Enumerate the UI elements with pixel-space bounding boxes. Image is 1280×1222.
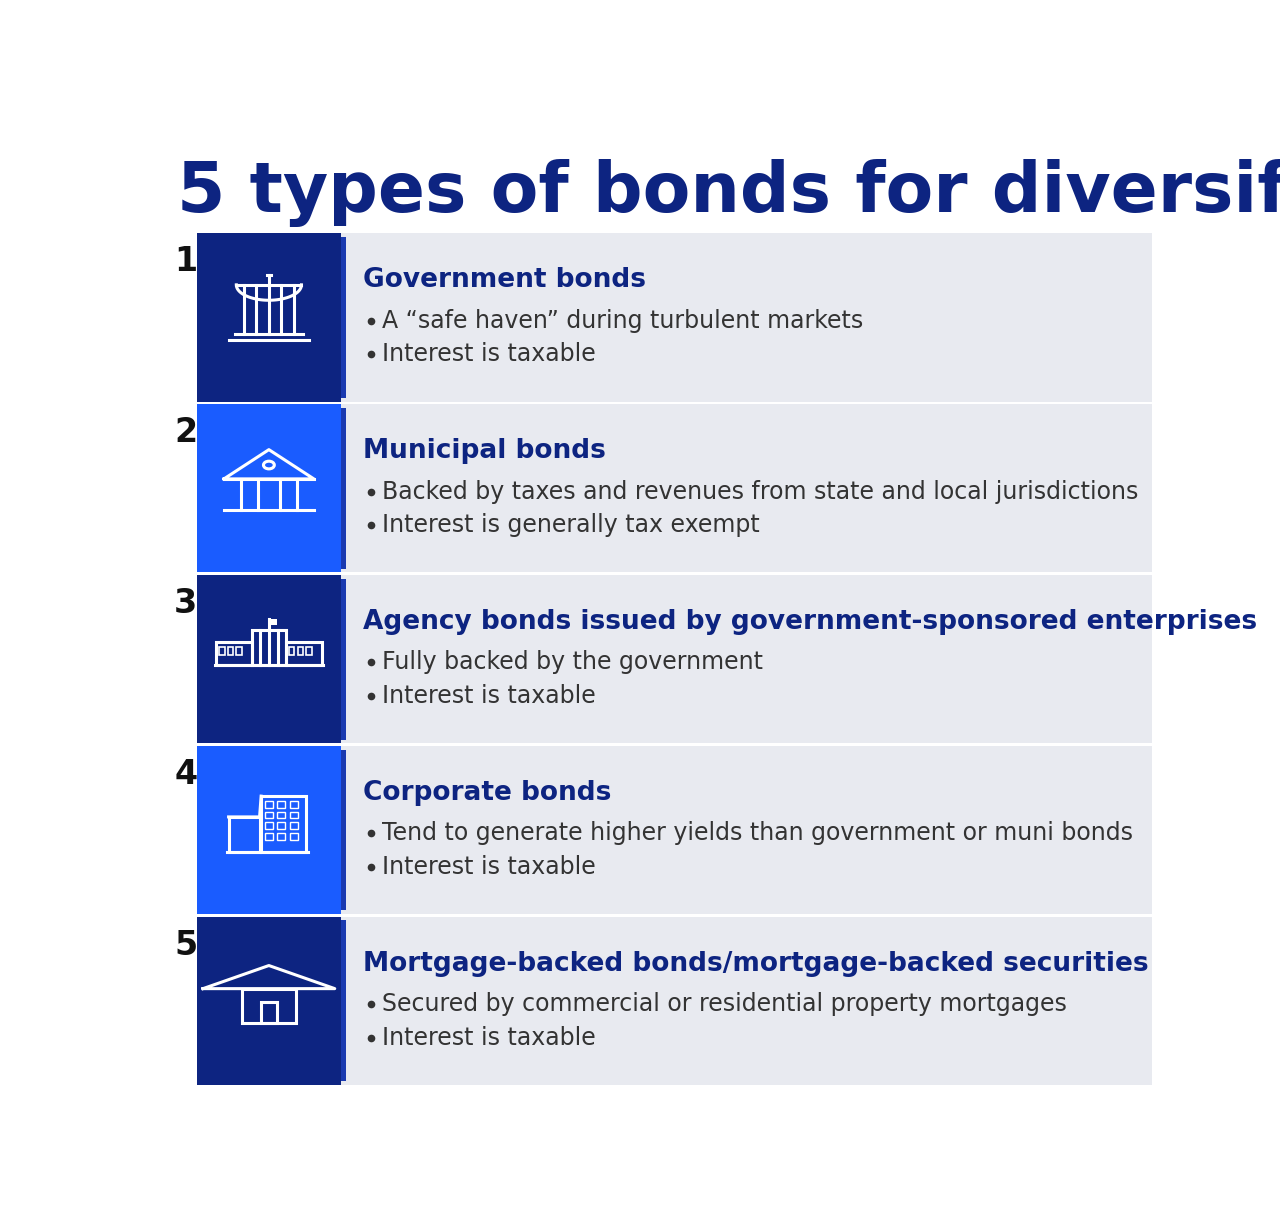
- Bar: [265, 833, 273, 840]
- Text: 3: 3: [174, 587, 197, 620]
- Text: Municipal bonds: Municipal bonds: [364, 437, 605, 464]
- Bar: [237, 646, 242, 655]
- Text: Tend to generate higher yields than government or muni bonds: Tend to generate higher yields than gove…: [381, 821, 1133, 846]
- Bar: [289, 833, 297, 840]
- Bar: [289, 800, 297, 808]
- Bar: [261, 1002, 276, 1023]
- Text: 5 types of bonds for diversification: 5 types of bonds for diversification: [177, 159, 1280, 227]
- Bar: [278, 822, 285, 830]
- Text: Mortgage-backed bonds/mortgage-backed securities: Mortgage-backed bonds/mortgage-backed se…: [364, 951, 1148, 976]
- Text: Backed by taxes and revenues from state and local jurisdictions: Backed by taxes and revenues from state …: [381, 479, 1138, 503]
- Bar: [197, 745, 340, 914]
- Bar: [340, 237, 346, 397]
- Bar: [261, 797, 306, 852]
- Bar: [197, 574, 340, 743]
- Text: 1: 1: [174, 246, 197, 279]
- Text: Interest is generally tax exempt: Interest is generally tax exempt: [381, 513, 759, 538]
- Bar: [340, 749, 346, 910]
- Text: 5: 5: [174, 929, 197, 962]
- Bar: [289, 811, 297, 819]
- Text: Interest is taxable: Interest is taxable: [381, 684, 595, 709]
- Bar: [197, 403, 1152, 572]
- Bar: [306, 646, 311, 655]
- Bar: [340, 920, 346, 1081]
- Text: Interest is taxable: Interest is taxable: [381, 855, 595, 879]
- Text: Secured by commercial or residential property mortgages: Secured by commercial or residential pro…: [381, 992, 1066, 1017]
- Bar: [265, 800, 273, 808]
- Bar: [160, 574, 197, 743]
- Bar: [197, 916, 1152, 1085]
- Bar: [160, 403, 197, 572]
- Bar: [229, 818, 260, 852]
- Text: 4: 4: [174, 758, 197, 791]
- Bar: [160, 233, 197, 402]
- Text: 2: 2: [174, 417, 197, 450]
- Bar: [242, 989, 296, 1023]
- Bar: [160, 147, 1152, 230]
- Bar: [278, 833, 285, 840]
- Text: Agency bonds issued by government-sponsored enterprises: Agency bonds issued by government-sponso…: [364, 609, 1257, 635]
- Bar: [216, 642, 252, 665]
- Text: Fully backed by the government: Fully backed by the government: [381, 650, 763, 675]
- Bar: [265, 822, 273, 830]
- Bar: [160, 916, 197, 1085]
- Bar: [197, 233, 1152, 402]
- Bar: [340, 408, 346, 568]
- Text: A “safe haven” during turbulent markets: A “safe haven” during turbulent markets: [381, 309, 863, 332]
- Bar: [265, 811, 273, 819]
- Bar: [289, 822, 297, 830]
- Text: Corporate bonds: Corporate bonds: [364, 780, 612, 807]
- Bar: [285, 642, 321, 665]
- Bar: [197, 403, 340, 572]
- Bar: [197, 745, 1152, 914]
- Bar: [289, 646, 294, 655]
- Bar: [297, 646, 303, 655]
- Bar: [252, 629, 285, 665]
- Bar: [269, 620, 278, 626]
- Text: Government bonds: Government bonds: [364, 268, 646, 293]
- Bar: [219, 646, 225, 655]
- Bar: [197, 233, 340, 402]
- Bar: [197, 574, 1152, 743]
- Bar: [228, 646, 233, 655]
- Text: Interest is taxable: Interest is taxable: [381, 1026, 595, 1050]
- Bar: [340, 578, 346, 739]
- Text: Interest is taxable: Interest is taxable: [381, 342, 595, 367]
- Bar: [278, 811, 285, 819]
- Bar: [278, 800, 285, 808]
- Bar: [160, 745, 197, 914]
- Bar: [197, 916, 340, 1085]
